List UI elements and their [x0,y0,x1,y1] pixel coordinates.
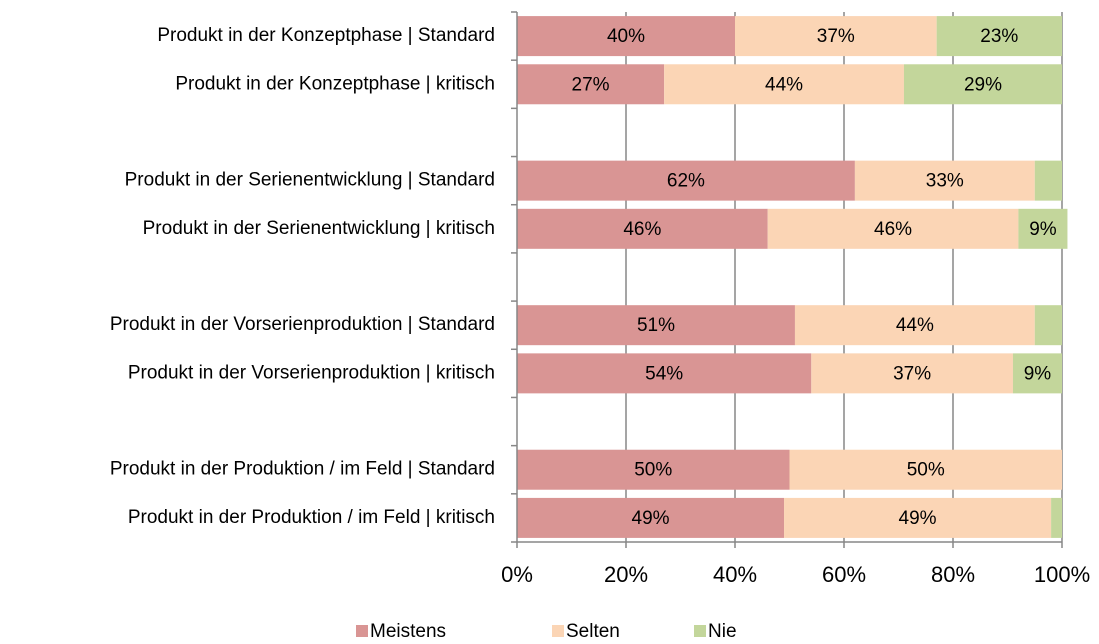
legend-label: Nie [708,621,737,642]
data-label: 49% [632,508,670,529]
x-tick-label: 0% [501,562,533,587]
bar-segment [517,449,790,490]
bar-segment [517,497,785,538]
data-label: 44% [896,315,934,336]
bar-segment [854,160,1035,201]
bar-segment [1012,353,1062,394]
y-tick-label: Produkt in der Produktion / im Feld | kr… [128,507,495,528]
data-label: 23% [980,26,1018,47]
bar-segment [936,16,1062,57]
data-label: 62% [667,171,705,192]
data-label: 50% [907,460,945,481]
data-label: 9% [1029,219,1057,240]
bar-segment [517,64,665,105]
bar-segment [1034,160,1062,201]
y-tick-label: Produkt in der Konzeptphase | Standard [157,25,495,46]
data-label: 40% [607,26,645,47]
data-label: 9% [1024,363,1052,384]
bar-segment [517,305,795,346]
bar-segment [517,353,812,394]
data-label: 44% [765,74,803,95]
legend-swatch [694,625,706,637]
x-tick-label: 60% [822,562,866,587]
bar-segment [794,305,1035,346]
y-tick-label: Produkt in der Serienentwicklung | kriti… [143,218,495,239]
bar-segment [1034,305,1062,346]
x-tick-label: 80% [931,562,975,587]
data-label: 46% [874,219,912,240]
bar-segment [903,64,1062,105]
data-label: 46% [623,219,661,240]
y-tick-label: Produkt in der Produktion / im Feld | St… [110,459,495,480]
data-label: 27% [572,74,610,95]
legend-swatch [552,625,564,637]
data-label: 49% [899,508,937,529]
x-tick-label: 20% [604,562,648,587]
data-label: 37% [893,363,931,384]
x-tick-label: 100% [1034,562,1090,587]
bar-segment [767,208,1019,249]
y-tick-label: Produkt in der Vorserienproduktion | Sta… [110,314,495,335]
data-label: 51% [637,315,675,336]
data-label: 29% [964,74,1002,95]
bar-segment [517,160,855,201]
data-label: 33% [926,171,964,192]
data-label: 37% [817,26,855,47]
legend-label: Selten [566,621,620,642]
bar-segment [517,208,768,249]
bar-segment [811,353,1013,394]
legend-label: Meistens [370,621,446,642]
y-tick-label: Produkt in der Konzeptphase | kritisch [175,73,495,94]
bar-segment [1018,208,1068,249]
x-tick-label: 40% [713,562,757,587]
bar-segment [735,16,937,57]
legend-swatch [356,625,368,637]
bar-segment [517,16,735,57]
y-tick-label: Produkt in der Serienentwicklung | Stand… [125,170,495,191]
bar-segment [664,64,904,105]
data-label: 54% [645,363,683,384]
bar-segment [784,497,1052,538]
y-tick-label: Produkt in der Vorserienproduktion | kri… [128,362,495,383]
data-label: 50% [634,460,672,481]
bar-segment [789,449,1062,490]
bar-segment [1051,497,1062,538]
